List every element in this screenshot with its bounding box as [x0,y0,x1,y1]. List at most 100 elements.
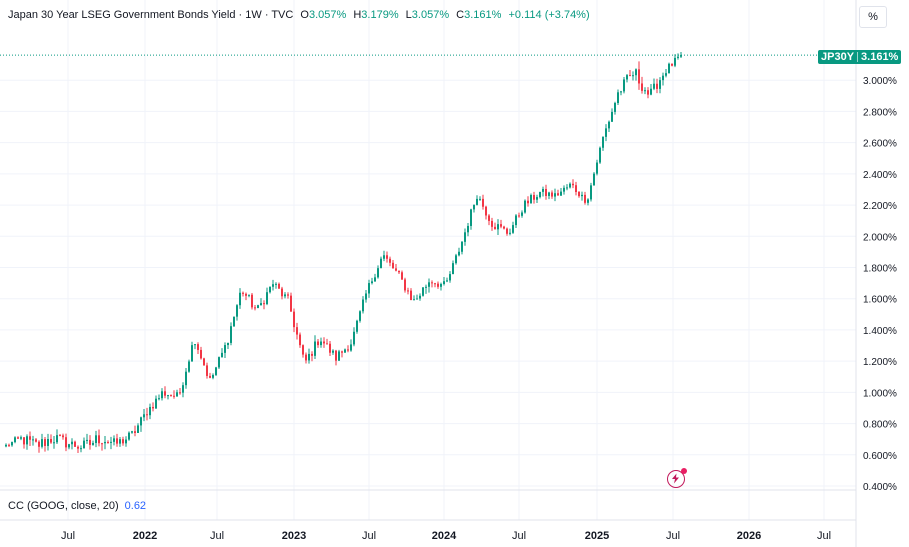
indicator-value: 0.62 [124,500,147,512]
indicator-legend[interactable]: CC (GOOG, close, 20) 0.62 [8,500,146,512]
candle-body [512,225,514,233]
candle-body [599,147,601,163]
x-tick-label: Jul [362,530,376,542]
candle-body [167,395,169,397]
candle-body [338,351,340,361]
y-tick-label: 1.000% [863,388,897,399]
candle-body [206,365,208,376]
candle-body [149,406,151,416]
legend-high-label: H [353,9,362,21]
candle-body [647,90,649,95]
candle-body [422,287,424,296]
candle-body [83,440,85,449]
candle-body [497,224,499,230]
y-tick-label: 1.800% [863,264,897,275]
candle-body [545,188,547,196]
percent-scale-button[interactable]: % [859,6,887,28]
candle-body [464,232,466,242]
candle-body [242,292,244,294]
candle-body [554,193,556,197]
candle-body [551,192,553,197]
candle-body [617,92,619,103]
candle-body [449,274,451,281]
candle-body [560,191,562,196]
candle-body [185,371,187,386]
candle-body [491,220,493,227]
candle-body [269,286,271,293]
candle-body [500,224,502,227]
candle-body [53,442,55,444]
candle-body [257,305,259,308]
candle-body [41,439,43,447]
candle-body [350,344,352,351]
candle-body [527,200,529,204]
candle-body [470,209,472,226]
candle-body [17,437,19,439]
candle-body [359,311,361,321]
candle-body [584,194,586,203]
candle-body [602,136,604,148]
candle-body [482,198,484,207]
candle-body [392,262,394,269]
x-tick-label: 2022 [133,530,157,542]
candle-body [284,294,286,297]
x-tick-label: Jul [817,530,831,542]
candle-body [380,258,382,269]
candle-body [419,295,421,299]
legend-close-label: C [456,9,465,21]
candle-body [626,75,628,80]
badge-symbol: JP30Y [821,51,855,63]
candle-body [176,392,178,397]
y-tick-label: 1.400% [863,326,897,337]
candle-body [488,215,490,221]
x-tick-label: Jul [666,530,680,542]
candle-body [293,311,295,328]
candle-body [557,193,559,196]
candle-body [101,443,103,445]
candle-body [221,352,223,358]
candle-body [197,344,199,350]
legend-title: Japan 30 Year LSEG Government Bonds Yiel… [8,9,294,21]
candle-body [164,391,166,396]
candle-body [224,345,226,353]
tradingview-logo-icon[interactable] [667,468,687,488]
candle-body [572,183,574,186]
candle-body [236,305,238,317]
candle-body [605,128,607,137]
candle-body [173,395,175,397]
candle-body [578,191,580,197]
badge-separator [857,52,859,63]
candle-body [227,342,229,346]
legend-change: +0.114 (+3.74%) [508,9,590,21]
candle-body [86,439,88,441]
candle-body [62,435,64,438]
candle-body [110,441,112,443]
candle-body [233,316,235,327]
indicator-label: CC (GOOG, close, 20) [8,500,119,512]
candle-body [638,69,640,84]
candle-body [596,162,598,174]
candle-body [569,183,571,188]
candle-body [314,341,316,356]
x-tick-label: 2024 [432,530,457,542]
y-tick-label: 2.600% [863,139,897,150]
candle-body [377,268,379,278]
candle-body [137,425,139,433]
candle-body [128,432,130,440]
legend-low-label: L [405,9,412,21]
legend-close: 3.161% [464,9,502,21]
candle-body [401,272,403,280]
candle-body [548,192,550,196]
candle-body [437,283,439,287]
y-tick-label: 0.600% [863,451,897,462]
candle-body [581,194,583,197]
candle-body [287,294,289,296]
candle-body [266,292,268,305]
candle-body [80,448,82,450]
candle-body [47,439,49,446]
candle-body [125,439,127,444]
candle-body [23,437,25,445]
candle-body [542,188,544,192]
candle-body [524,200,526,213]
